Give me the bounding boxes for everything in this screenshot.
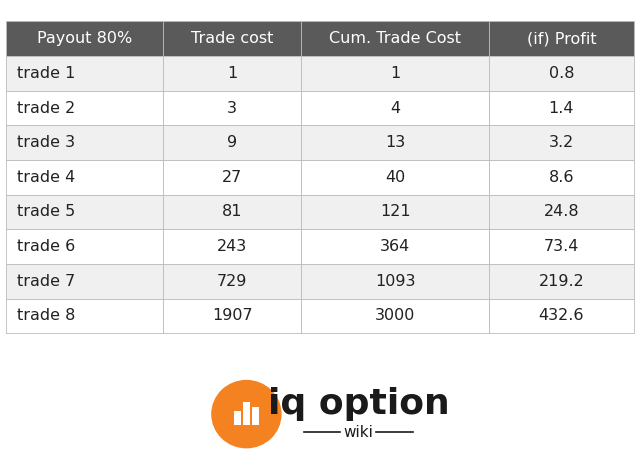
Text: 243: 243 (217, 239, 247, 254)
Text: 3: 3 (227, 100, 237, 116)
Bar (6, 91, 163, 125)
Text: 1093: 1093 (375, 274, 415, 289)
Text: 364: 364 (380, 239, 410, 254)
Text: 1907: 1907 (212, 308, 253, 323)
Text: 4: 4 (390, 100, 401, 116)
Text: 1: 1 (227, 66, 237, 81)
Bar (490, 229, 634, 264)
Bar (301, 160, 490, 195)
Bar (301, 56, 490, 91)
Bar (490, 21, 634, 56)
Text: 13: 13 (385, 135, 405, 150)
Text: trade 3: trade 3 (17, 135, 76, 150)
Bar (163, 229, 301, 264)
Text: 0.8: 0.8 (548, 66, 574, 81)
Bar (301, 21, 490, 56)
Text: 24.8: 24.8 (543, 205, 579, 219)
Bar (301, 298, 490, 333)
Text: trade 1: trade 1 (17, 66, 76, 81)
Text: (if) Profit: (if) Profit (527, 31, 596, 46)
Text: trade 7: trade 7 (17, 274, 76, 289)
Text: Cum. Trade Cost: Cum. Trade Cost (329, 31, 461, 46)
Text: 1.4: 1.4 (548, 100, 574, 116)
Bar (163, 21, 301, 56)
Bar (301, 229, 490, 264)
Text: 3000: 3000 (375, 308, 415, 323)
Text: 219.2: 219.2 (539, 274, 584, 289)
Text: trade 5: trade 5 (17, 205, 76, 219)
Bar (6, 264, 163, 298)
Text: 27: 27 (222, 170, 243, 185)
Text: trade 4: trade 4 (17, 170, 76, 185)
Text: 9: 9 (227, 135, 237, 150)
Bar (163, 56, 301, 91)
Bar (163, 125, 301, 160)
Text: 121: 121 (380, 205, 411, 219)
Bar (301, 91, 490, 125)
Bar (163, 195, 301, 229)
Bar (6, 229, 163, 264)
Bar (163, 264, 301, 298)
Bar (163, 160, 301, 195)
Bar (301, 125, 490, 160)
Bar (6, 195, 163, 229)
Text: wiki: wiki (344, 425, 373, 440)
Bar (490, 160, 634, 195)
Bar (490, 195, 634, 229)
Text: 1: 1 (390, 66, 401, 81)
Bar (490, 56, 634, 91)
Text: trade 6: trade 6 (17, 239, 76, 254)
Bar (252, 407, 259, 425)
Text: trade 2: trade 2 (17, 100, 76, 116)
Bar (6, 298, 163, 333)
Bar (490, 125, 634, 160)
Text: trade 8: trade 8 (17, 308, 76, 323)
Bar (6, 56, 163, 91)
Text: 432.6: 432.6 (539, 308, 584, 323)
Bar (301, 264, 490, 298)
Text: 40: 40 (385, 170, 405, 185)
Bar (490, 91, 634, 125)
Text: Payout 80%: Payout 80% (37, 31, 132, 46)
Bar (163, 91, 301, 125)
Bar (490, 264, 634, 298)
Text: 3.2: 3.2 (549, 135, 574, 150)
Text: 729: 729 (217, 274, 248, 289)
Text: 81: 81 (222, 205, 243, 219)
Bar (6, 21, 163, 56)
Bar (6, 160, 163, 195)
Bar (490, 298, 634, 333)
Bar (234, 411, 241, 425)
Ellipse shape (211, 380, 282, 448)
Text: 8.6: 8.6 (548, 170, 574, 185)
Text: iq option: iq option (268, 387, 449, 421)
Text: Trade cost: Trade cost (191, 31, 273, 46)
Bar (6, 125, 163, 160)
Bar (163, 298, 301, 333)
Bar (301, 195, 490, 229)
Bar (243, 402, 250, 425)
Text: 73.4: 73.4 (544, 239, 579, 254)
